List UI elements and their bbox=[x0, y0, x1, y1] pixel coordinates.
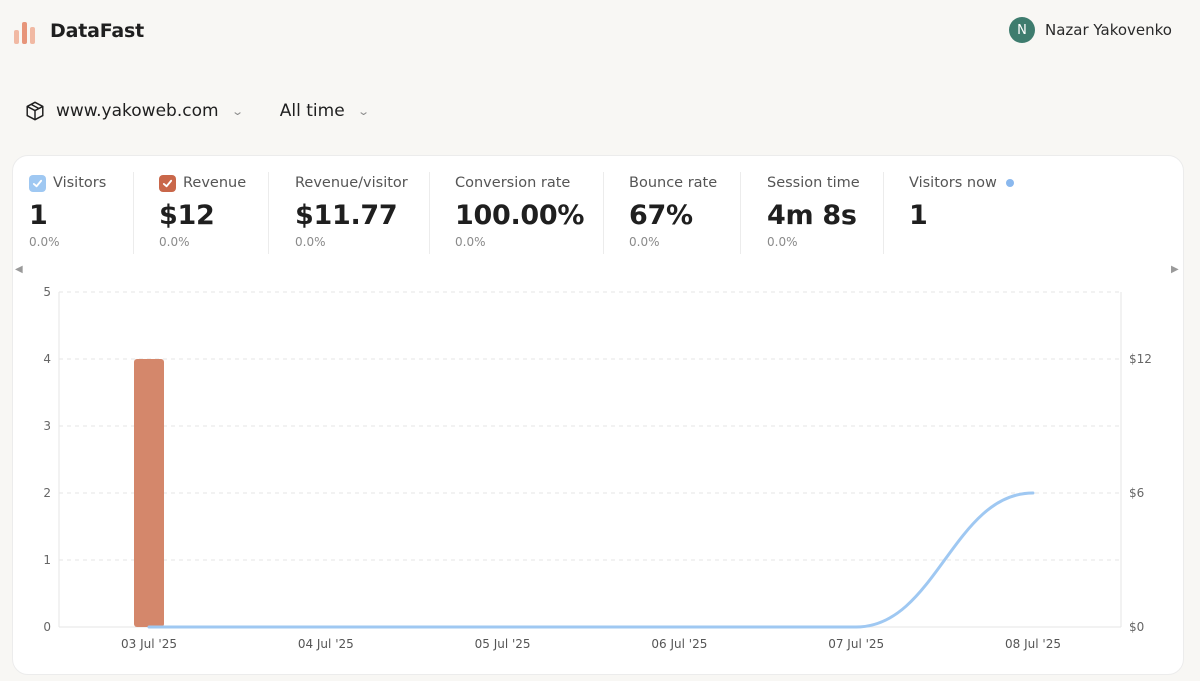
metric-value: 67% bbox=[629, 200, 693, 231]
metric-value: 1 bbox=[29, 200, 48, 231]
revenue-checkbox[interactable] bbox=[159, 174, 176, 192]
metric-revenue[interactable]: Revenue $12 0.0% bbox=[159, 172, 246, 254]
filters-bar: www.yakoweb.com ⌄ All time ⌄ bbox=[24, 96, 370, 126]
y-left-tick-label: 4 bbox=[43, 352, 51, 366]
visitors-checkbox[interactable] bbox=[29, 174, 46, 192]
metric-value: $11.77 bbox=[295, 200, 398, 231]
metric-label: Session time bbox=[767, 175, 860, 191]
cube-icon bbox=[26, 101, 44, 121]
metric-visitors[interactable]: Visitors 1 0.0% bbox=[29, 172, 106, 254]
metric-label: Visitors bbox=[53, 175, 107, 191]
metric-value: 4m 8s bbox=[767, 200, 857, 231]
chart-prev-arrow-icon[interactable]: ◀ bbox=[15, 264, 23, 275]
y-left-tick-label: 5 bbox=[43, 285, 51, 299]
metric-label: Visitors now bbox=[909, 175, 997, 191]
analytics-card: Visitors 1 0.0% Revenue $12 0.0% Revenue… bbox=[12, 155, 1184, 675]
metric-value: 1 bbox=[909, 200, 928, 231]
time-range-selector[interactable]: All time ⌄ bbox=[279, 101, 370, 121]
metric-visitors-now[interactable]: Visitors now 1 bbox=[909, 172, 1014, 254]
live-dot-icon bbox=[1005, 179, 1014, 187]
metric-change: 0.0% bbox=[295, 235, 326, 249]
divider bbox=[603, 172, 604, 254]
time-range-label: All time bbox=[279, 101, 345, 121]
revenue-bar bbox=[134, 359, 164, 627]
divider bbox=[429, 172, 430, 254]
y-right-tick-label: $6 bbox=[1129, 486, 1144, 500]
user-name[interactable]: Nazar Yakovenko bbox=[1045, 21, 1172, 39]
metric-change: 0.0% bbox=[159, 235, 190, 249]
x-tick-label: 05 Jul '25 bbox=[475, 637, 531, 651]
metric-change: 0.0% bbox=[455, 235, 486, 249]
metric-session-time[interactable]: Session time 4m 8s 0.0% bbox=[767, 172, 860, 254]
y-left-tick-label: 0 bbox=[43, 620, 51, 634]
x-tick-label: 07 Jul '25 bbox=[828, 637, 884, 651]
check-icon bbox=[32, 179, 43, 187]
y-left-tick-label: 2 bbox=[43, 486, 51, 500]
metric-change: 0.0% bbox=[767, 235, 798, 249]
metric-label: Revenue/visitor bbox=[295, 175, 408, 191]
site-selector-label: www.yakoweb.com bbox=[56, 101, 219, 121]
site-selector[interactable]: www.yakoweb.com ⌄ bbox=[24, 100, 244, 122]
divider bbox=[740, 172, 741, 254]
metric-change: 0.0% bbox=[629, 235, 660, 249]
y-left-tick-label: 1 bbox=[43, 553, 51, 567]
datafast-logo-icon[interactable] bbox=[14, 20, 40, 44]
chevron-down-icon: ⌄ bbox=[230, 104, 244, 118]
x-tick-label: 04 Jul '25 bbox=[298, 637, 354, 651]
divider bbox=[883, 172, 884, 254]
divider bbox=[133, 172, 134, 254]
check-icon bbox=[162, 179, 173, 187]
x-tick-label: 06 Jul '25 bbox=[651, 637, 707, 651]
metric-change: 0.0% bbox=[29, 235, 60, 249]
metric-label: Conversion rate bbox=[455, 175, 571, 191]
brand-name[interactable]: DataFast bbox=[50, 20, 144, 42]
user-menu[interactable]: N Nazar Yakovenko bbox=[1009, 17, 1172, 43]
metric-bounce-rate[interactable]: Bounce rate 67% 0.0% bbox=[629, 172, 717, 254]
avatar[interactable]: N bbox=[1009, 17, 1036, 43]
top-header: DataFast N Nazar Yakovenko bbox=[0, 0, 1200, 64]
y-left-tick-label: 3 bbox=[43, 419, 51, 433]
metric-conversion-rate[interactable]: Conversion rate 100.00% 0.0% bbox=[455, 172, 584, 254]
metrics-row: Visitors 1 0.0% Revenue $12 0.0% Revenue… bbox=[13, 156, 1183, 266]
metric-value: 100.00% bbox=[455, 200, 585, 231]
visitors-line bbox=[147, 491, 1035, 629]
chart-next-arrow-icon[interactable]: ▶ bbox=[1171, 264, 1179, 275]
chevron-down-icon: ⌄ bbox=[356, 104, 370, 118]
x-tick-label: 08 Jul '25 bbox=[1005, 637, 1061, 651]
divider bbox=[268, 172, 269, 254]
visitors-revenue-chart: 0 1 2 3 4 5 $0 $6 $12 03 Jul '25 04 Jul '25 05 Jul … bbox=[43, 285, 1152, 651]
metric-label: Bounce rate bbox=[629, 175, 718, 191]
metric-label: Revenue bbox=[183, 175, 247, 191]
metric-revenue-per-visitor[interactable]: Revenue/visitor $11.77 0.0% bbox=[295, 172, 408, 254]
y-right-tick-label: $12 bbox=[1129, 352, 1152, 366]
x-tick-label: 03 Jul '25 bbox=[121, 637, 177, 651]
metric-value: $12 bbox=[159, 200, 215, 231]
y-right-tick-label: $0 bbox=[1129, 620, 1144, 634]
